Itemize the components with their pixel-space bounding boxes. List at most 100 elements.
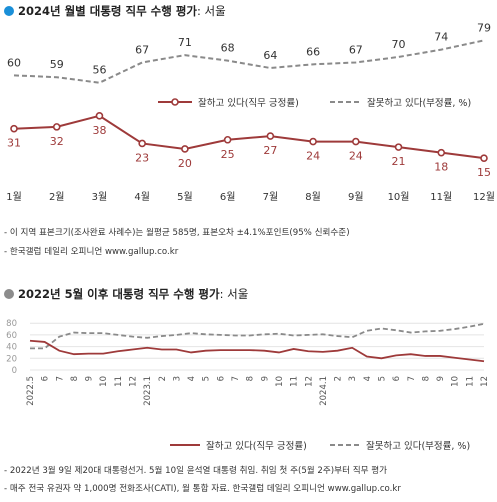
disapproval-data-label: 66	[306, 45, 320, 58]
x-tick-label: 7	[407, 376, 417, 381]
section2-title-text: 2022년 5월 이후 대통령 직무 수행 평가	[18, 287, 220, 301]
disapproval-data-label: 71	[178, 36, 192, 49]
approval-data-label: 25	[221, 148, 235, 161]
x-tick-label: 4	[187, 376, 197, 381]
disapproval-data-label: 79	[477, 22, 491, 34]
x-tick-label: 4월	[134, 191, 150, 203]
disapproval-data-label: 67	[349, 43, 363, 56]
approval-point	[352, 137, 360, 146]
approval-data-label: 24	[306, 150, 320, 163]
approval-data-label: 38	[92, 124, 106, 137]
bullet-dot-icon	[4, 289, 14, 299]
x-tick-label: 9	[436, 376, 446, 381]
disapproval-data-label: 68	[221, 42, 235, 55]
x-tick-label: 2	[334, 376, 344, 381]
monthly-2024-line-chart: 60 59 56 67 71 68 64 66 67 70 74 79 31 32 38 23 20 25 27 24…	[7, 22, 491, 179]
approval-point	[480, 154, 488, 162]
x-tick-label: 2024.1	[319, 376, 329, 406]
x-tick-label: 10	[99, 376, 109, 387]
x-tick-label: 6	[41, 376, 51, 381]
x-tick-label: 8월	[305, 191, 321, 203]
disapproval-data-label: 70	[392, 38, 406, 51]
legend-disapproval-label: 잘못하고 있다(부정률, %)	[367, 97, 471, 109]
section1-title-text: 2024년 월별 대통령 직무 수행 평가	[18, 4, 197, 18]
x-tick-label: 2월	[49, 191, 65, 203]
y-tick-label: 40	[6, 343, 17, 353]
approval-point	[138, 139, 146, 148]
monthly-2024-x-axis: 1월 2월 3월 4월 5월 6월 7월 8월 9월 10월 11월 12월	[6, 191, 495, 203]
x-tick-label: 8	[246, 376, 256, 381]
disapproval-series-line	[30, 322, 485, 350]
x-tick-label: 10	[451, 376, 461, 387]
legend-approval-label: 잘하고 있다(직무 긍정률)	[198, 97, 299, 109]
x-tick-label: 2022.5	[26, 376, 36, 406]
x-tick-label: 6	[392, 376, 402, 381]
approval-point	[181, 145, 189, 153]
disapproval-series-line	[13, 39, 485, 84]
x-tick-label: 7	[231, 376, 241, 381]
x-tick-label: 12	[129, 376, 139, 387]
x-tick-label: 12	[480, 376, 490, 387]
x-tick-label: 5	[377, 376, 387, 381]
x-tick-label: 2023.1	[143, 376, 153, 406]
disapproval-data-label: 74	[434, 31, 448, 44]
approval-point	[394, 143, 403, 151]
disapproval-data-label: 67	[135, 43, 149, 56]
approval-series-line	[13, 114, 485, 160]
approval-data-label: 21	[392, 155, 406, 168]
x-tick-label: 7	[55, 376, 65, 381]
legend-approval-marker	[171, 98, 179, 106]
section2-title: 2022년 5월 이후 대통령 직무 수행 평가: 서울	[4, 286, 248, 302]
x-tick-label: 8	[421, 376, 431, 381]
x-tick-label: 8	[70, 376, 80, 381]
x-tick-label: 7월	[263, 191, 279, 203]
approval-series-line	[29, 339, 485, 363]
x-tick-label: 10	[275, 376, 285, 387]
y-tick-label: 20	[6, 354, 17, 364]
x-tick-label: 9	[260, 376, 270, 381]
x-tick-label: 11	[465, 376, 475, 387]
approval-data-label: 31	[7, 137, 21, 150]
x-tick-label: 11	[114, 376, 124, 387]
approval-data-label: 23	[135, 151, 149, 164]
disapproval-data-label: 64	[263, 49, 277, 62]
y-tick-label: 0	[12, 366, 17, 376]
approval-point	[10, 124, 18, 133]
approval-point	[223, 135, 232, 144]
approval-point	[52, 123, 61, 131]
disapproval-data-label: 60	[7, 56, 21, 69]
section1-title: 2024년 월별 대통령 직무 수행 평가: 서울	[4, 3, 226, 19]
approval-point	[309, 137, 317, 146]
y-tick-label: 80	[6, 319, 17, 329]
section1-note-2: - 한국갤럽 데일리 오피니언 www.gallup.co.kr	[4, 247, 179, 257]
x-tick-label: 5월	[177, 191, 193, 203]
legend-disapproval-label: 잘못하고 있다(부정률, %)	[366, 440, 470, 452]
section2-note-1: - 2022년 3월 9일 제20대 대통령선거. 5월 10일 윤석열 대통령…	[4, 466, 388, 476]
x-tick-label: 11	[290, 376, 300, 387]
x-tick-label: 3	[348, 376, 358, 381]
section1-note-1: - 이 지역 표본크기(조사완료 사례수)는 월평균 585명, 표본오차 ±4…	[4, 228, 350, 238]
approval-data-label: 32	[50, 135, 64, 148]
x-tick-label: 10월	[388, 191, 410, 203]
x-tick-label: 3월	[92, 191, 108, 203]
approval-point	[266, 132, 275, 140]
x-tick-label: 12월	[473, 191, 495, 203]
approval-data-label: 27	[263, 144, 277, 157]
y-tick-label: 60	[6, 331, 17, 341]
x-tick-label: 9	[85, 376, 95, 381]
approval-data-label: 24	[349, 150, 363, 163]
x-tick-label: 9월	[348, 191, 364, 203]
x-tick-label: 3	[172, 376, 182, 381]
x-tick-label: 6	[216, 376, 226, 381]
x-tick-label: 11월	[430, 191, 452, 203]
x-tick-label: 1월	[6, 191, 22, 203]
section2-note-2: - 매주 전국 유권자 약 1,000명 전화조사(CATI), 월 통합 자료…	[4, 484, 401, 494]
x-tick-label: 6월	[220, 191, 236, 203]
section1-region: : 서울	[196, 4, 226, 18]
bullet-dot-icon	[4, 6, 14, 16]
x-tick-label: 12	[304, 376, 314, 387]
section2-region: : 서울	[219, 287, 249, 301]
disapproval-data-label: 59	[50, 58, 64, 71]
legend-approval-label: 잘하고 있다(직무 긍정률)	[206, 440, 307, 452]
